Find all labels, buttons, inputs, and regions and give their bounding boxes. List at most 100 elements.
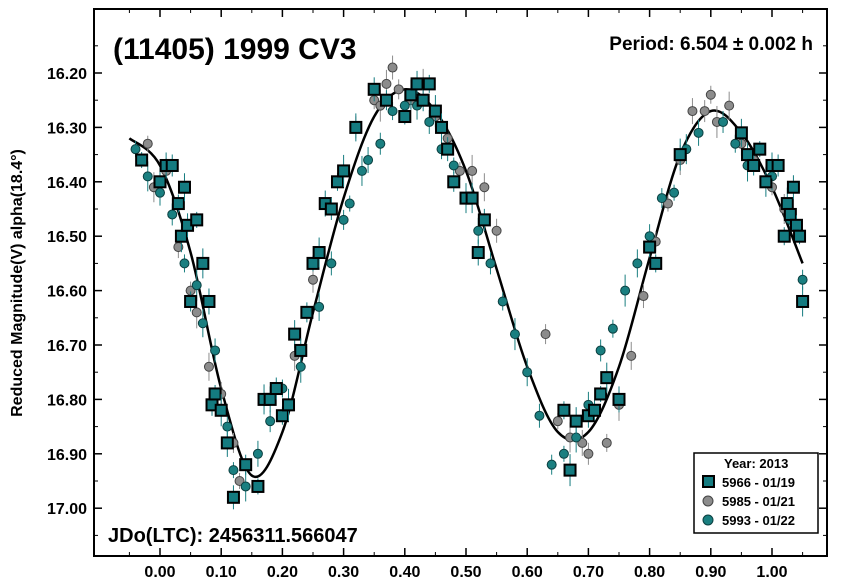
data-point-square bbox=[422, 77, 436, 91]
data-point-circle bbox=[265, 416, 276, 427]
data-point-square bbox=[786, 180, 800, 194]
y-tick-label: 16.90 bbox=[47, 447, 87, 464]
data-point-square bbox=[196, 256, 210, 270]
data-point-circle bbox=[687, 106, 698, 117]
data-point-circle bbox=[607, 323, 618, 334]
x-tick-label: 0.30 bbox=[328, 564, 359, 581]
x-tick-label: 0.00 bbox=[144, 564, 175, 581]
data-point-circle bbox=[314, 301, 325, 312]
x-tick-label: 1.00 bbox=[756, 564, 787, 581]
data-point-circle bbox=[797, 274, 808, 285]
data-point-circle bbox=[699, 106, 710, 117]
data-point-circle bbox=[142, 138, 153, 149]
jdo-label: JDo(LTC): 2456311.566047 bbox=[108, 525, 358, 547]
data-point-square bbox=[324, 202, 338, 216]
data-point-square bbox=[153, 175, 167, 189]
axis-ticks: 0.00 0.10 0.20 0.30 0.40 0.50 0.60 0.70 0.80 0.90… bbox=[47, 9, 827, 581]
data-point-square bbox=[177, 180, 191, 194]
data-point-circle bbox=[669, 187, 680, 198]
data-point-circle bbox=[375, 138, 386, 149]
x-tick-label: 0.20 bbox=[267, 564, 298, 581]
data-point-square bbox=[600, 371, 614, 385]
data-point-square bbox=[594, 387, 608, 401]
data-point-square bbox=[563, 463, 577, 477]
data-point-circle bbox=[210, 345, 221, 356]
data-point-circle bbox=[595, 345, 606, 356]
y-tick-label: 16.20 bbox=[47, 66, 87, 83]
data-point-circle bbox=[540, 329, 551, 340]
data-point-square bbox=[569, 414, 583, 428]
y-tick-label: 16.60 bbox=[47, 284, 87, 301]
data-point-square bbox=[208, 387, 222, 401]
data-point-circle bbox=[632, 258, 643, 269]
legend-marker-square bbox=[702, 475, 715, 488]
period-label: Period: 6.504 ± 0.002 h bbox=[609, 34, 813, 55]
data-point-circle bbox=[583, 448, 594, 459]
data-point-square bbox=[135, 153, 149, 167]
data-point-square bbox=[306, 256, 320, 270]
y-tick-label: 16.40 bbox=[47, 175, 87, 192]
data-point-square bbox=[741, 148, 755, 162]
data-point-circle bbox=[552, 416, 563, 427]
x-tick-label: 0.10 bbox=[206, 564, 237, 581]
data-point-circle bbox=[448, 160, 459, 171]
data-point-circle bbox=[620, 285, 631, 296]
data-point-circle bbox=[473, 225, 484, 236]
data-point-circle bbox=[601, 437, 612, 448]
data-point-square bbox=[294, 343, 308, 357]
data-point-circle bbox=[662, 198, 673, 209]
data-point-square bbox=[783, 207, 797, 221]
data-point-square bbox=[220, 436, 234, 450]
data-point-circle bbox=[295, 361, 306, 372]
data-point-square bbox=[759, 175, 773, 189]
data-point-circle bbox=[497, 296, 508, 307]
data-point-square bbox=[275, 409, 289, 423]
y-tick-label: 16.70 bbox=[47, 338, 87, 355]
data-point-square bbox=[447, 175, 461, 189]
data-point-circle bbox=[718, 116, 729, 127]
data-point-square bbox=[747, 158, 761, 172]
data-point-square bbox=[184, 294, 198, 308]
data-point-circle bbox=[705, 89, 716, 100]
data-point-square bbox=[337, 164, 351, 178]
data-point-circle bbox=[626, 350, 637, 361]
data-point-square bbox=[441, 142, 455, 156]
data-point-square bbox=[263, 392, 277, 406]
data-point-circle bbox=[167, 209, 178, 220]
x-tick-label: 0.90 bbox=[695, 564, 726, 581]
data-point-circle bbox=[191, 307, 202, 318]
data-point-square bbox=[465, 191, 479, 205]
data-points bbox=[130, 55, 810, 510]
data-point-square bbox=[330, 175, 344, 189]
x-tick-label: 0.50 bbox=[450, 564, 481, 581]
data-point-square bbox=[643, 240, 657, 254]
data-point-square bbox=[673, 148, 687, 162]
data-point-square bbox=[171, 197, 185, 211]
data-point-square bbox=[435, 120, 449, 134]
data-point-circle bbox=[693, 127, 704, 138]
data-point-square bbox=[796, 294, 810, 308]
data-point-square bbox=[793, 229, 807, 243]
data-point-circle bbox=[363, 155, 374, 166]
data-point-circle bbox=[730, 138, 741, 149]
data-point-square bbox=[300, 305, 314, 319]
data-point-circle bbox=[491, 225, 502, 236]
data-point-square bbox=[226, 490, 240, 504]
data-point-square bbox=[190, 213, 204, 227]
data-point-square bbox=[165, 158, 179, 172]
data-point-circle bbox=[142, 171, 153, 182]
data-point-square bbox=[282, 398, 296, 412]
data-point-square bbox=[477, 213, 491, 227]
legend-title: Year: 2013 bbox=[724, 456, 788, 471]
data-point-square bbox=[398, 110, 412, 124]
data-point-circle bbox=[546, 459, 557, 470]
data-point-circle bbox=[387, 62, 398, 73]
data-point-circle bbox=[356, 165, 367, 176]
data-point-circle bbox=[308, 274, 318, 285]
data-point-square bbox=[649, 256, 663, 270]
legend-entry-series-1: 5966 - 01/19 bbox=[722, 475, 795, 490]
data-point-circle bbox=[558, 448, 569, 459]
data-point-square bbox=[777, 229, 791, 243]
data-point-square bbox=[771, 158, 785, 172]
data-point-circle bbox=[387, 106, 398, 117]
